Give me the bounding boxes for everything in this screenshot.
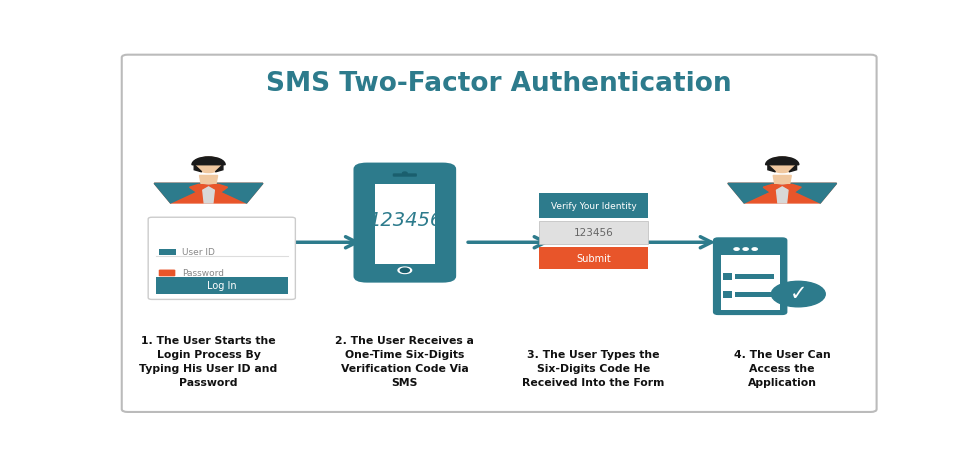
Polygon shape	[194, 165, 202, 173]
Text: 4. The User Can
Access the
Application: 4. The User Can Access the Application	[733, 349, 831, 387]
FancyBboxPatch shape	[539, 194, 649, 219]
Polygon shape	[208, 185, 228, 193]
FancyBboxPatch shape	[539, 221, 649, 244]
Circle shape	[771, 282, 825, 307]
Polygon shape	[789, 165, 797, 173]
Text: ✓: ✓	[790, 284, 807, 304]
FancyBboxPatch shape	[723, 273, 732, 280]
FancyBboxPatch shape	[735, 274, 774, 279]
Text: 123456: 123456	[574, 228, 614, 238]
Ellipse shape	[768, 157, 797, 173]
Text: User ID: User ID	[182, 248, 215, 257]
FancyBboxPatch shape	[354, 163, 456, 283]
Polygon shape	[728, 184, 782, 204]
FancyBboxPatch shape	[375, 185, 435, 265]
Circle shape	[398, 268, 412, 274]
Polygon shape	[215, 165, 223, 173]
Text: 1. The User Starts the
Login Process By
Typing His User ID and
Password: 1. The User Starts the Login Process By …	[139, 335, 278, 387]
Text: Password: Password	[182, 269, 224, 277]
FancyBboxPatch shape	[159, 270, 175, 277]
FancyBboxPatch shape	[714, 239, 786, 314]
Polygon shape	[764, 185, 782, 193]
Wedge shape	[766, 157, 799, 165]
Polygon shape	[728, 184, 837, 204]
FancyBboxPatch shape	[156, 277, 288, 294]
Text: 123456: 123456	[368, 210, 442, 229]
Wedge shape	[192, 157, 225, 165]
Polygon shape	[202, 184, 215, 204]
Circle shape	[752, 248, 757, 250]
Circle shape	[743, 248, 748, 250]
FancyBboxPatch shape	[539, 247, 649, 269]
Text: 3. The User Types the
Six-Digits Code He
Received Into the Form: 3. The User Types the Six-Digits Code He…	[522, 349, 664, 387]
Ellipse shape	[194, 157, 223, 173]
Polygon shape	[208, 184, 263, 204]
FancyBboxPatch shape	[122, 56, 877, 412]
Circle shape	[400, 269, 409, 273]
Polygon shape	[782, 185, 802, 193]
Polygon shape	[200, 176, 217, 184]
Text: SMS Two-Factor Authentication: SMS Two-Factor Authentication	[266, 71, 732, 97]
Polygon shape	[768, 165, 775, 173]
Circle shape	[402, 173, 407, 175]
Polygon shape	[154, 184, 263, 204]
Text: 2. The User Receives a
One-Time Six-Digits
Verification Code Via
SMS: 2. The User Receives a One-Time Six-Digi…	[335, 335, 474, 387]
FancyBboxPatch shape	[721, 255, 779, 311]
Text: Submit: Submit	[577, 253, 611, 263]
FancyBboxPatch shape	[735, 293, 774, 298]
Text: Log In: Log In	[206, 281, 237, 291]
FancyBboxPatch shape	[148, 218, 295, 300]
FancyBboxPatch shape	[393, 174, 417, 177]
Circle shape	[734, 248, 739, 250]
Polygon shape	[154, 184, 208, 204]
Polygon shape	[782, 184, 837, 204]
Polygon shape	[775, 184, 789, 204]
Polygon shape	[773, 176, 791, 184]
Polygon shape	[190, 185, 208, 193]
FancyBboxPatch shape	[723, 291, 732, 299]
FancyBboxPatch shape	[160, 250, 176, 256]
Text: Verify Your Identity: Verify Your Identity	[550, 201, 636, 211]
